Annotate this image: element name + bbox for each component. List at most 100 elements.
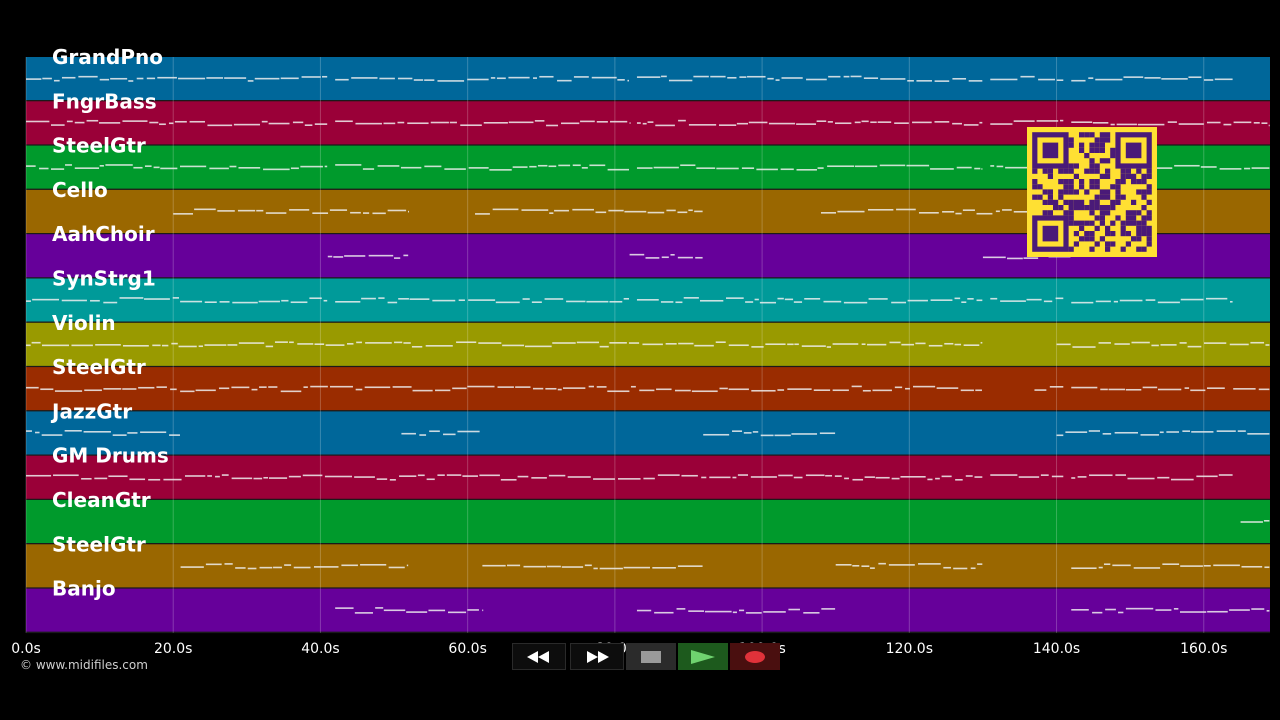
qr-module	[1120, 168, 1126, 174]
fast-forward-button[interactable]	[570, 643, 624, 670]
note-mark	[1119, 299, 1143, 302]
note-mark	[169, 434, 180, 436]
note-mark	[739, 609, 745, 612]
note-mark	[1071, 79, 1086, 82]
note-mark	[566, 300, 586, 303]
note-mark	[378, 297, 385, 299]
qr-module	[1115, 194, 1121, 200]
qr-module	[1110, 241, 1116, 247]
note-mark	[1213, 564, 1240, 567]
qr-module	[1141, 173, 1147, 179]
qr-module	[1115, 179, 1121, 185]
note-mark	[777, 297, 784, 300]
qr-module	[1105, 241, 1111, 247]
note-mark	[1247, 433, 1270, 435]
qr-module	[1099, 142, 1105, 148]
note-mark	[350, 211, 361, 214]
track-band	[26, 544, 1270, 589]
note-mark	[581, 167, 588, 169]
qr-module	[1094, 184, 1100, 190]
note-mark	[50, 124, 65, 126]
qr-module	[1146, 225, 1152, 231]
note-mark	[314, 343, 325, 345]
note-mark	[180, 300, 203, 303]
note-mark	[954, 343, 962, 346]
note-mark	[1230, 300, 1233, 303]
note-mark	[739, 76, 747, 78]
note-mark	[515, 386, 531, 388]
note-mark	[26, 474, 52, 477]
note-mark	[90, 299, 100, 302]
note-mark	[1002, 209, 1012, 211]
note-mark	[1180, 565, 1203, 567]
qr-module	[1110, 153, 1116, 159]
note-mark	[891, 477, 900, 480]
rewind-button[interactable]	[512, 643, 566, 670]
qr-module	[1110, 199, 1116, 205]
note-mark	[372, 212, 386, 215]
note-mark	[944, 342, 954, 345]
note-mark	[1207, 610, 1228, 613]
note-mark	[157, 76, 177, 79]
qr-module	[1068, 179, 1074, 185]
note-mark	[552, 342, 576, 344]
note-mark	[751, 389, 776, 392]
qr-module	[1084, 205, 1090, 211]
qr-module	[1099, 236, 1105, 242]
note-mark	[862, 389, 871, 392]
note-mark	[960, 389, 974, 392]
note-mark	[273, 566, 282, 569]
stop-button[interactable]	[626, 643, 676, 670]
note-mark	[221, 474, 229, 476]
note-mark	[1244, 167, 1251, 170]
note-mark	[26, 344, 31, 347]
note-mark	[512, 166, 528, 168]
note-mark	[787, 388, 812, 390]
note-mark	[533, 77, 537, 79]
time-tick-label: 40.0s	[301, 641, 339, 657]
note-mark	[184, 475, 206, 477]
note-mark	[1166, 431, 1180, 433]
note-mark	[531, 301, 542, 304]
note-mark	[1237, 430, 1246, 432]
note-mark	[268, 477, 288, 479]
note-mark	[1214, 78, 1233, 81]
note-mark	[1114, 343, 1130, 345]
time-tick-label: 60.0s	[448, 641, 486, 657]
note-mark	[1026, 298, 1042, 301]
note-mark	[263, 168, 290, 171]
qr-module	[1099, 194, 1105, 200]
note-mark	[26, 120, 50, 123]
note-mark	[820, 212, 837, 214]
note-mark	[119, 297, 144, 299]
note-mark	[413, 79, 424, 81]
note-mark	[670, 253, 675, 256]
note-mark	[341, 564, 358, 567]
note-mark	[623, 297, 629, 300]
note-mark	[930, 168, 954, 170]
note-mark	[1071, 301, 1094, 304]
note-mark	[674, 389, 691, 392]
note-mark	[901, 343, 914, 346]
track-label: SteelGtr	[52, 134, 146, 158]
qr-module	[1068, 184, 1074, 190]
stop-icon	[641, 650, 661, 663]
note-mark	[1218, 474, 1233, 476]
note-mark	[867, 208, 894, 211]
qr-module	[1141, 205, 1147, 211]
qr-module	[1099, 189, 1105, 195]
note-mark	[794, 343, 799, 346]
note-mark	[572, 208, 594, 211]
note-mark	[912, 121, 932, 124]
qr-module	[1079, 199, 1085, 205]
note-mark	[819, 432, 836, 435]
qr-module	[1131, 215, 1137, 221]
note-mark	[655, 124, 675, 127]
play-button[interactable]	[678, 643, 728, 670]
record-button[interactable]	[730, 643, 780, 670]
qr-module	[1094, 142, 1100, 148]
note-mark	[699, 299, 724, 302]
note-mark	[26, 78, 42, 80]
note-mark	[103, 301, 118, 304]
